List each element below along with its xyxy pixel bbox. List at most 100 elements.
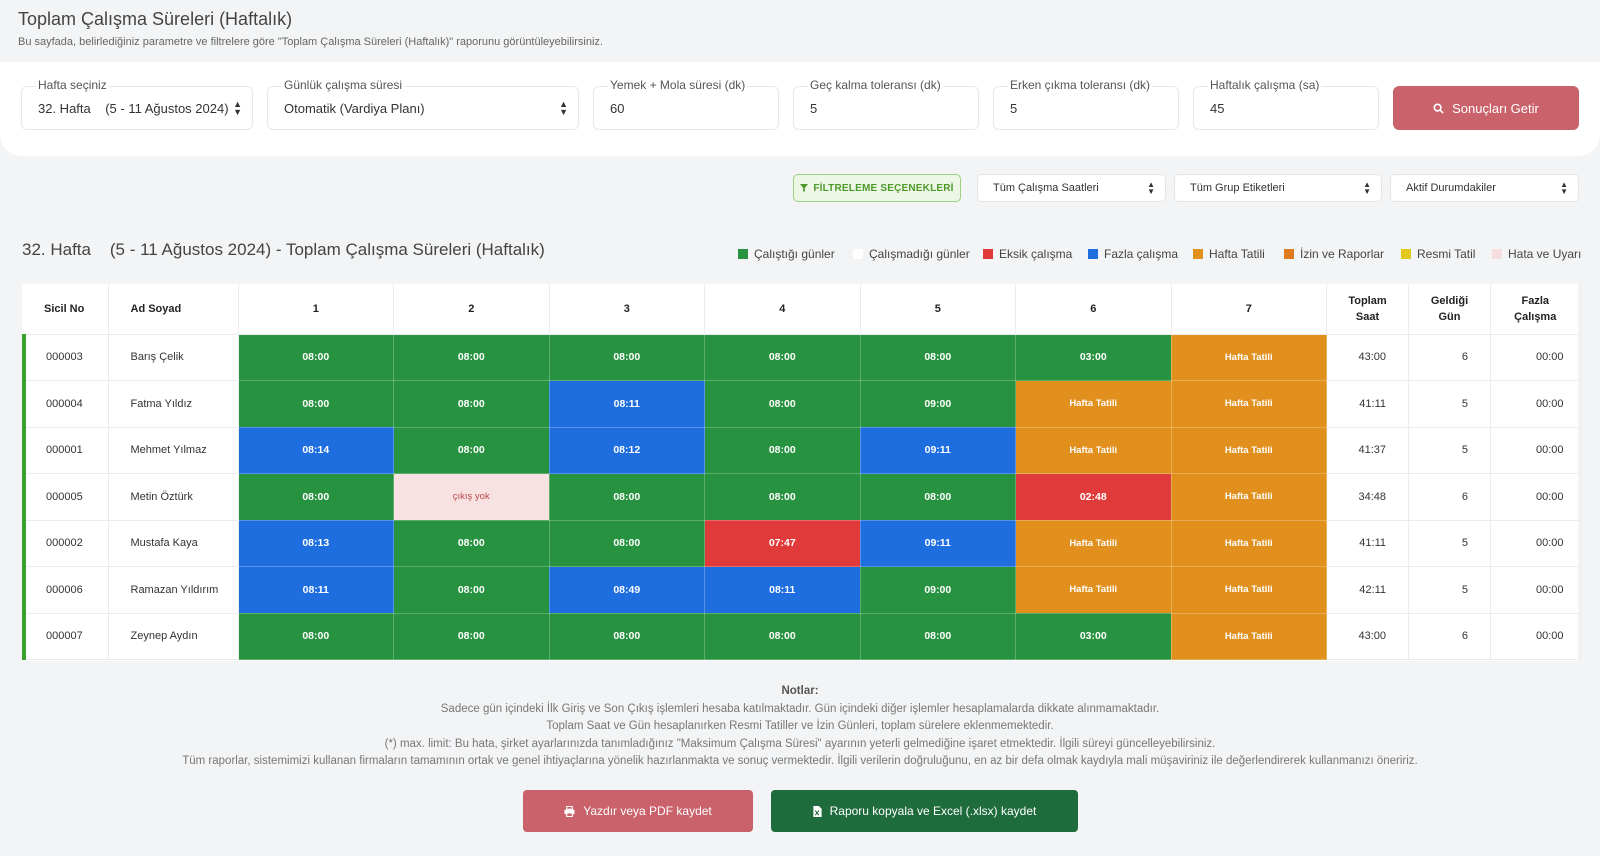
day-cell[interactable]: 08:00 [238,473,394,521]
day-cell[interactable]: 08:00 [238,613,394,660]
day-cell[interactable]: 09:00 [860,380,1016,428]
filter-options-button[interactable]: FİLTRELEME SEÇENEKLERİ [793,174,961,202]
col-came-days[interactable]: Geldiği Gün [1408,284,1491,335]
day-cell[interactable]: Hafta Tatili [1015,520,1172,567]
day-cell[interactable]: 08:00 [393,566,550,614]
select-arrows-icon: ▲ ▼ [1147,180,1155,196]
day-cell[interactable]: 08:00 [704,473,861,521]
day-cell[interactable]: 08:00 [393,427,550,474]
table-row[interactable]: 000005 Metin Öztürk 08:00 çıkış yok 08:00 08:… [22,473,1581,521]
total-hours-cell: 41:11 [1326,380,1409,428]
col-day-6[interactable]: 6 [1015,284,1172,335]
legend-swatch [1284,249,1294,259]
day-cell[interactable]: 08:12 [549,427,705,474]
col-day-4[interactable]: 4 [704,284,861,335]
select-arrows-icon: ▲ ▼ [1363,180,1371,196]
col-day-7[interactable]: 7 [1171,284,1327,335]
day-cell[interactable]: 08:00 [549,334,705,381]
day-cell[interactable]: 09:11 [860,520,1016,567]
day-cell[interactable]: Hafta Tatili [1171,334,1327,381]
day-cell[interactable]: 08:00 [860,334,1016,381]
day-cell[interactable]: 07:47 [704,520,861,567]
daily-work-label: Günlük çalışma süresi [282,78,405,92]
col-sicil[interactable]: Sicil No [24,284,109,335]
col-overtime[interactable]: Fazla Çalışma [1490,284,1581,335]
day-cell[interactable]: Hafta Tatili [1015,380,1172,428]
group-tag-filter-select[interactable]: Tüm Grup Etiketleri ▲ ▼ [1174,174,1382,202]
day-cell[interactable]: 08:49 [549,566,705,614]
col-total-hours[interactable]: Toplam Saat [1326,284,1409,335]
col-day-3[interactable]: 3 [549,284,705,335]
day-cell[interactable]: 08:00 [704,613,861,660]
printer-icon [564,805,575,817]
legend-item: Çalışmadığı günler [853,247,970,261]
late-tolerance-label: Geç kalma toleransı (dk) [808,78,943,92]
weekly-hours-input[interactable]: Haftalık çalışma (sa) 45 [1193,78,1379,130]
day-cell[interactable]: Hafta Tatili [1171,473,1327,521]
table-row[interactable]: 000007 Zeynep Aydın 08:00 08:00 08:00 08:00 08… [22,613,1581,660]
table-row[interactable]: 000003 Barış Çelik 08:00 08:00 08:00 08:00 08:… [22,334,1581,381]
day-cell[interactable]: 08:13 [238,520,394,567]
table-row[interactable]: 000004 Fatma Yıldız 08:00 08:00 08:11 08:00 09… [22,380,1581,428]
table-row[interactable]: 000002 Mustafa Kaya 08:13 08:00 08:00 07:47 09… [22,520,1581,567]
work-hours-filter-value: Tüm Çalışma Saatleri [993,182,1099,194]
day-cell[interactable]: 08:00 [393,380,550,428]
day-cell[interactable]: 08:00 [393,520,550,567]
status-filter-select[interactable]: Aktif Durumdakiler ▲ ▼ [1390,174,1579,202]
day-cell[interactable]: 08:00 [238,334,394,381]
day-cell[interactable]: 08:00 [549,613,705,660]
day-cell[interactable]: Hafta Tatili [1171,613,1327,660]
day-cell[interactable]: 03:00 [1015,334,1172,381]
day-cell[interactable]: 08:00 [704,427,861,474]
came-days-cell: 5 [1408,427,1491,474]
copy-excel-button[interactable]: Raporu kopyala ve Excel (.xlsx) kaydet [771,790,1078,832]
day-cell[interactable]: 08:14 [238,427,394,474]
day-cell[interactable]: 09:00 [860,566,1016,614]
day-cell[interactable]: Hafta Tatili [1171,520,1327,567]
day-cell[interactable]: 08:00 [238,380,394,428]
day-cell[interactable]: 08:00 [860,473,1016,521]
weekly-hours-value: 45 [1210,101,1225,116]
late-tolerance-input[interactable]: Geç kalma toleransı (dk) 5 [793,78,979,130]
week-label: Hafta seçiniz [36,78,109,92]
day-cell[interactable]: Hafta Tatili [1171,380,1327,428]
day-cell[interactable]: 08:00 [549,520,705,567]
legend-label: Çalıştığı günler [754,247,835,261]
legend-swatch [853,249,863,259]
day-cell[interactable]: 08:00 [393,334,550,381]
meal-break-input[interactable]: Yemek + Mola süresi (dk) 60 [593,78,779,130]
day-cell[interactable]: 08:00 [549,473,705,521]
early-tolerance-input[interactable]: Erken çıkma toleransı (dk) 5 [993,78,1179,130]
day-cell[interactable]: 08:11 [704,566,861,614]
status-filter-value: Aktif Durumdakiler [1406,182,1496,194]
col-day-2[interactable]: 2 [393,284,550,335]
note-line: Tüm raporlar, sistemimizi kullanan firma… [182,755,1418,767]
day-cell[interactable]: 08:11 [549,380,705,428]
day-cell[interactable]: çıkış yok [393,473,550,521]
week-select[interactable]: Hafta seçiniz 32. Hafta (5 - 11 Ağustos … [21,78,253,130]
day-cell[interactable]: 09:11 [860,427,1016,474]
day-cell[interactable]: 08:00 [704,380,861,428]
day-cell[interactable]: 08:11 [238,566,394,614]
work-hours-filter-select[interactable]: Tüm Çalışma Saatleri ▲ ▼ [977,174,1166,202]
col-day-5[interactable]: 5 [860,284,1016,335]
table-row[interactable]: 000006 Ramazan Yıldırım 08:11 08:00 08:49 08:… [22,566,1581,614]
overtime-cell: 00:00 [1490,520,1581,567]
col-day-1[interactable]: 1 [238,284,394,335]
sicil-cell: 000006 [22,566,109,614]
print-pdf-button[interactable]: Yazdır veya PDF kaydet [523,790,753,832]
day-cell[interactable]: Hafta Tatili [1171,427,1327,474]
get-results-button[interactable]: Sonuçları Getir [1393,86,1579,130]
day-cell[interactable]: 08:00 [393,613,550,660]
day-cell[interactable]: Hafta Tatili [1015,566,1172,614]
day-cell[interactable]: 02:48 [1015,473,1172,521]
day-cell[interactable]: Hafta Tatili [1171,566,1327,614]
day-cell[interactable]: Hafta Tatili [1015,427,1172,474]
day-cell[interactable]: 08:00 [860,613,1016,660]
day-cell[interactable]: 08:00 [704,334,861,381]
daily-work-select[interactable]: Günlük çalışma süresi Otomatik (Vardiya … [267,78,579,130]
day-cell[interactable]: 03:00 [1015,613,1172,660]
col-name[interactable]: Ad Soyad [108,284,239,335]
table-row[interactable]: 000001 Mehmet Yılmaz 08:14 08:00 08:12 08:00 0… [22,427,1581,474]
legend-label: Eksik çalışma [999,247,1073,261]
